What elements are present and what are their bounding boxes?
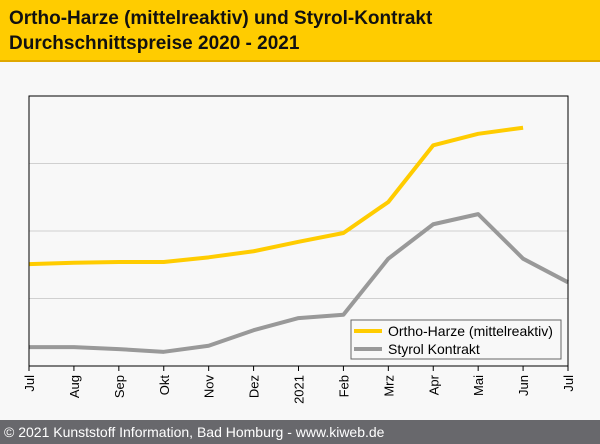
x-tick-label: Sep [112,375,127,398]
series-line-styrol-kontrakt [29,212,569,354]
x-tick-label: Jul [22,375,37,392]
x-tick-label: Dez [247,375,262,398]
x-tick-label: Jun [516,375,531,396]
series-line-ortho-harze [28,125,524,267]
header-banner: Ortho-Harze (mittelreaktiv) und Styrol-K… [0,0,600,62]
chart-title-line1: Ortho-Harze (mittelreaktiv) und Styrol-K… [9,8,433,29]
legend-label: Ortho-Harze (mittelreaktiv) [388,323,553,339]
x-tick-label: Feb [336,375,351,397]
x-tick-label: Nov [202,375,217,399]
x-tick-label: Jul [561,375,576,392]
x-tick-label: Aug [67,375,82,398]
chart-title-line2: Durchschnittspreise 2020 - 2021 [9,33,300,54]
x-tick-label: 2021 [292,375,307,404]
x-tick-label: Mai [471,375,486,396]
x-tick-label: Mrz [381,375,396,397]
x-tick-label: Okt [157,375,172,396]
legend-box [350,319,562,360]
legend-label: Styrol Kontrakt [388,341,480,357]
legend: Ortho-Harze (mittelreaktiv) Styrol Kontra… [350,319,562,360]
x-tick-label: Apr [426,374,441,395]
footer-copyright: © 2021 Kunststoff Information, Bad Hombu… [0,420,600,444]
